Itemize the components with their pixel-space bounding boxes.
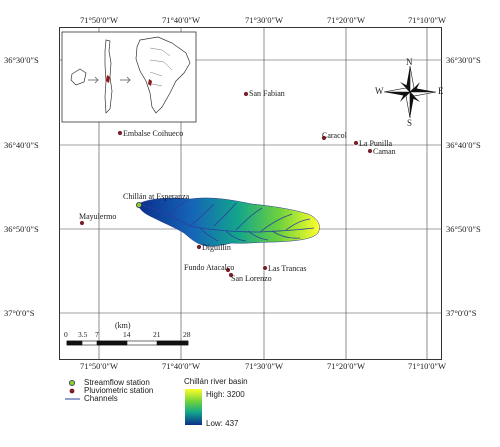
station-san-lorenzo [228, 272, 234, 278]
scale-label-14: 14 [123, 330, 131, 339]
top-tick-3: 71°30′0″W [244, 15, 284, 25]
top-tick-2: 71°40′0″W [161, 15, 201, 25]
channel-network [141, 199, 315, 242]
right-tick-4: 37°0′0″S [446, 308, 477, 318]
top-tick-1: 71°50′0″W [79, 15, 119, 25]
grid-lines [59, 27, 442, 360]
bottom-tick-5: 71°10′0″W [407, 361, 447, 371]
label-diguillin: Diguillin [202, 243, 231, 252]
legend-pluviometric-station: Pluviometric station [84, 386, 154, 395]
scale-label-28: 28 [183, 330, 191, 339]
label-mayulermo: Mayulermo [79, 212, 117, 221]
legend-basin-title: Chillán river basin [184, 377, 248, 386]
scale-bar [66, 340, 189, 346]
right-tick-1: 36°30′0″S [446, 55, 481, 65]
label-caracol: Caracol [322, 131, 347, 140]
right-tick-3: 36°50′0″S [446, 224, 481, 234]
left-tick-2: 36°40′0″S [4, 140, 39, 150]
station-caman [367, 148, 373, 154]
compass-rose [383, 65, 437, 119]
scale-unit: (km) [115, 321, 131, 330]
pluviometric-stations [79, 91, 373, 278]
station-fundo-atacalco [225, 267, 231, 273]
top-tick-5: 71°10′0″W [407, 15, 447, 25]
label-san-lorenzo: San Lorenzo [231, 274, 272, 283]
station-embalse-coihueco [117, 130, 123, 136]
station-la-punilla [353, 140, 359, 146]
compass-s-label: S [407, 118, 413, 128]
legend-channels: Channels [84, 394, 118, 403]
scale-label-21: 21 [153, 330, 161, 339]
label-chillan-esperanza: Chillán at Esperanza [123, 192, 190, 201]
station-mayulermo [79, 220, 85, 226]
compass-e-label: E [438, 86, 444, 96]
inset-locator-map [61, 31, 197, 123]
bottom-tick-2: 71°40′0″W [161, 361, 201, 371]
bottom-tick-4: 71°20′0″W [326, 361, 366, 371]
legend-streamflow-station: Streamflow station [84, 378, 150, 387]
scale-label-7: 7 [95, 330, 99, 339]
station-las-trancas [262, 265, 268, 271]
left-tick-1: 36°30′0″S [4, 55, 39, 65]
compass-w-label: W [375, 86, 384, 96]
label-fundo-atacalco: Fundo Atacalco [184, 263, 235, 272]
station-san-fabian [243, 91, 249, 97]
bottom-tick-1: 71°50′0″W [79, 361, 119, 371]
right-tick-2: 36°40′0″S [446, 140, 481, 150]
bottom-tick-3: 71°30′0″W [244, 361, 284, 371]
scale-label-3-5: 3.5 [78, 330, 88, 339]
label-san-fabian: San Fabian [249, 89, 285, 98]
top-tick-4: 71°20′0″W [326, 15, 366, 25]
label-la-punilla: La Punilla [359, 139, 393, 148]
label-embalse-coihueco: Embalse Coihueco [123, 129, 184, 138]
label-caman: Caman [373, 147, 396, 156]
legend-elevation-low: Low: 437 [206, 419, 239, 428]
left-tick-3: 36°50′0″S [4, 224, 39, 234]
station-diguillin [196, 244, 202, 250]
legend-symbols [65, 379, 202, 425]
label-las-trancas: Las Trancas [268, 264, 307, 273]
streamflow-station-chillan-esperanza [135, 201, 142, 208]
scale-label-0: 0 [64, 330, 68, 339]
station-caracol [321, 135, 327, 141]
legend-elevation-high: High: 3200 [206, 390, 245, 399]
compass-n-label: N [406, 57, 413, 67]
left-tick-4: 37°0′0″S [4, 308, 35, 318]
chillan-river-basin [137, 197, 320, 247]
